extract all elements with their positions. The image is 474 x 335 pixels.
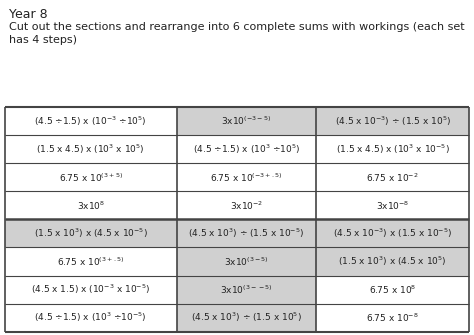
Text: 6.75 x 10$^{-2}$: 6.75 x 10$^{-2}$ [366,171,419,184]
Bar [177,163,316,191]
Bar [5,275,177,304]
Bar [316,191,469,219]
Bar [177,275,316,304]
Bar [316,248,469,275]
Bar [177,191,316,219]
Text: (4.5 x 10$^{-3}$) ÷ (1.5 x 10$^5$): (4.5 x 10$^{-3}$) ÷ (1.5 x 10$^5$) [335,115,451,128]
Text: (4.5 ÷1.5) x (10$^3$ ÷10$^5$): (4.5 ÷1.5) x (10$^3$ ÷10$^5$) [192,143,300,156]
Text: (4.5 ÷1.5) x (10$^3$ ÷10$^{-5}$): (4.5 ÷1.5) x (10$^3$ ÷10$^{-5}$) [35,311,147,324]
Bar [316,135,469,163]
Bar [177,248,316,275]
Text: Cut out the sections and rearrange into 6 complete sums with workings (each set
: Cut out the sections and rearrange into … [9,22,465,45]
Text: 3x10$^{(3-5)}$: 3x10$^{(3-5)}$ [224,255,269,268]
Text: (1.5 x 4.5) x (10$^3$ x 10$^5$): (1.5 x 4.5) x (10$^3$ x 10$^5$) [36,143,145,156]
Text: (4.5 x 10$^{-3}$) x (1.5 x 10$^{-5}$): (4.5 x 10$^{-3}$) x (1.5 x 10$^{-5}$) [333,227,452,240]
Bar [177,107,316,135]
Bar [177,304,316,332]
Text: (4.5 ÷1.5) x (10$^{-3}$ ÷10$^5$): (4.5 ÷1.5) x (10$^{-3}$ ÷10$^5$) [35,115,147,128]
Text: (1.5 x 4.5) x (10$^3$ x 10$^{-5}$): (1.5 x 4.5) x (10$^3$ x 10$^{-5}$) [336,143,449,156]
Bar [5,107,177,135]
Text: (4.5 x 10$^3$) ÷ (1.5 x 10$^5$): (4.5 x 10$^3$) ÷ (1.5 x 10$^5$) [191,311,302,324]
Text: 3x10$^{-2}$: 3x10$^{-2}$ [229,199,263,212]
Text: Year 8: Year 8 [9,8,48,21]
Bar [316,107,469,135]
Text: 6.75 x 10$^{(3+5)}$: 6.75 x 10$^{(3+5)}$ [59,171,123,184]
Bar [5,248,177,275]
Bar [316,219,469,248]
Bar [5,219,177,248]
Text: (1.5 x 10$^3$) x (4.5 x 10$^5$): (1.5 x 10$^3$) x (4.5 x 10$^5$) [338,255,447,268]
Bar [5,135,177,163]
Bar [316,304,469,332]
Text: 6.75 x 10$^{(-3+.5)}$: 6.75 x 10$^{(-3+.5)}$ [210,171,283,184]
Text: (4.5 x 1.5) x (10$^{-3}$ x 10$^{-5}$): (4.5 x 1.5) x (10$^{-3}$ x 10$^{-5}$) [31,283,150,296]
Bar [177,219,316,248]
Bar [5,304,177,332]
Text: 3x10$^{(-3-5)}$: 3x10$^{(-3-5)}$ [221,115,271,127]
Text: (1.5 x 10$^3$) x (4.5 x 10$^{-5}$): (1.5 x 10$^3$) x (4.5 x 10$^{-5}$) [34,227,147,240]
Text: 6.75 x 10$^8$: 6.75 x 10$^8$ [369,283,416,296]
Bar [177,135,316,163]
Text: 6.75 x 10$^{-8}$: 6.75 x 10$^{-8}$ [366,312,419,324]
Bar [316,163,469,191]
Text: 3x10$^{(3--5)}$: 3x10$^{(3--5)}$ [220,283,273,296]
Text: 6.75 x 10$^{(3+.5)}$: 6.75 x 10$^{(3+.5)}$ [57,255,124,268]
Bar [5,163,177,191]
Text: 3x10$^8$: 3x10$^8$ [77,199,105,212]
Bar [5,191,177,219]
Text: 3x10$^{-8}$: 3x10$^{-8}$ [376,199,409,212]
Bar [316,275,469,304]
Text: (4.5 x 10$^3$) ÷ (1.5 x 10$^{-5}$): (4.5 x 10$^3$) ÷ (1.5 x 10$^{-5}$) [188,227,304,240]
